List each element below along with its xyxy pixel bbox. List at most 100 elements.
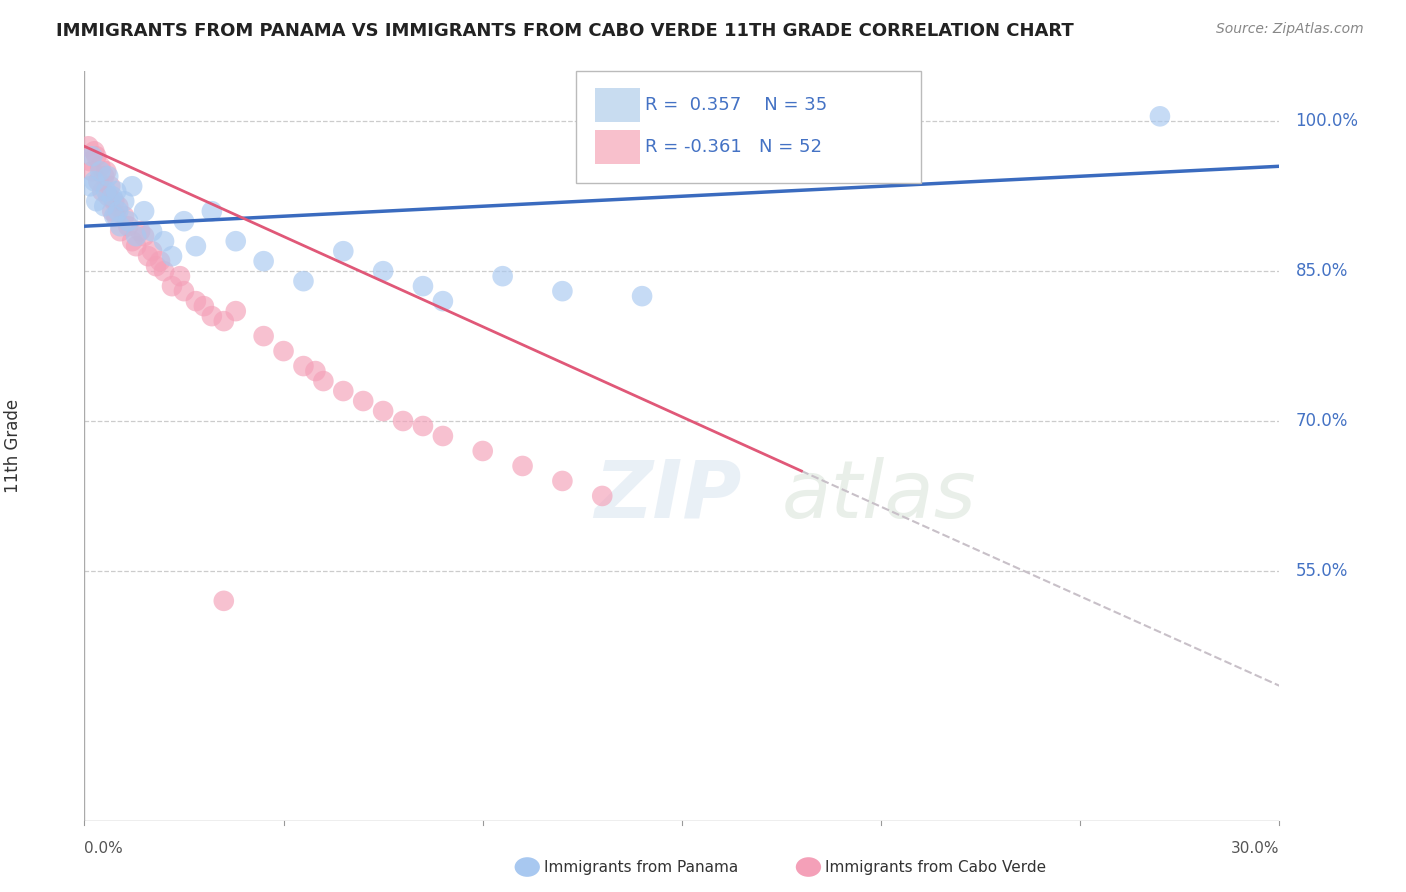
Point xyxy=(105,184,128,198)
Point xyxy=(153,234,176,248)
Point xyxy=(83,174,105,188)
Point xyxy=(149,254,172,268)
Point xyxy=(107,199,129,213)
Point xyxy=(193,299,215,313)
Text: 55.0%: 55.0% xyxy=(1295,562,1348,580)
Point xyxy=(169,269,191,284)
Point xyxy=(412,419,434,434)
Point xyxy=(471,444,494,458)
Point xyxy=(392,414,415,428)
Point xyxy=(93,169,115,184)
Point xyxy=(79,154,101,169)
Point xyxy=(551,474,574,488)
Point xyxy=(492,269,515,284)
Point xyxy=(332,384,354,398)
Point xyxy=(292,359,315,373)
Text: atlas: atlas xyxy=(782,457,976,535)
Point xyxy=(201,204,224,219)
Point xyxy=(141,224,163,238)
Point xyxy=(101,189,124,203)
Point xyxy=(173,214,195,228)
Point xyxy=(225,234,247,248)
Text: ZIP: ZIP xyxy=(595,457,742,535)
Point xyxy=(373,404,395,418)
Point xyxy=(117,219,139,234)
Point xyxy=(212,314,235,328)
Text: Source: ZipAtlas.com: Source: ZipAtlas.com xyxy=(1216,22,1364,37)
Point xyxy=(145,259,167,273)
Point xyxy=(105,209,128,223)
Point xyxy=(173,284,195,298)
Text: R = -0.361   N = 52: R = -0.361 N = 52 xyxy=(645,138,823,156)
Point xyxy=(184,239,207,253)
Point xyxy=(121,179,143,194)
Point xyxy=(631,289,654,303)
Text: Immigrants from Panama: Immigrants from Panama xyxy=(544,860,738,874)
Point xyxy=(89,164,111,178)
Text: 70.0%: 70.0% xyxy=(1295,412,1348,430)
Point xyxy=(103,209,125,223)
Point xyxy=(96,184,118,198)
Point xyxy=(77,139,100,153)
Point xyxy=(160,249,183,263)
Point xyxy=(512,458,534,473)
Point xyxy=(101,204,124,219)
Point xyxy=(132,229,156,244)
Point xyxy=(125,229,148,244)
Point xyxy=(132,204,156,219)
Point xyxy=(212,594,235,608)
Point xyxy=(129,224,152,238)
Point xyxy=(86,194,108,209)
Point xyxy=(79,179,101,194)
Point xyxy=(273,344,295,359)
Point xyxy=(91,184,114,198)
Point xyxy=(160,279,183,293)
Point xyxy=(184,294,207,309)
Text: 85.0%: 85.0% xyxy=(1295,262,1348,280)
Point xyxy=(89,159,111,173)
Point xyxy=(87,174,110,188)
Point xyxy=(136,249,159,263)
Point xyxy=(110,224,132,238)
Point xyxy=(201,309,224,323)
Text: Immigrants from Cabo Verde: Immigrants from Cabo Verde xyxy=(825,860,1046,874)
Point xyxy=(373,264,395,278)
Point xyxy=(98,179,121,194)
Point xyxy=(82,149,104,163)
Point xyxy=(432,429,454,443)
Point xyxy=(93,199,115,213)
Point xyxy=(141,244,163,259)
Point xyxy=(83,145,105,159)
Point xyxy=(110,219,132,234)
Point xyxy=(86,149,108,163)
Point xyxy=(432,294,454,309)
Point xyxy=(103,194,125,209)
Text: 100.0%: 100.0% xyxy=(1295,112,1358,130)
Point xyxy=(121,234,143,248)
Text: 0.0%: 0.0% xyxy=(84,840,124,855)
Point xyxy=(96,164,118,178)
Point xyxy=(117,214,139,228)
Text: 11th Grade: 11th Grade xyxy=(4,399,21,493)
Point xyxy=(352,394,374,409)
Point xyxy=(112,209,135,223)
Point xyxy=(97,169,120,184)
Text: IMMIGRANTS FROM PANAMA VS IMMIGRANTS FROM CABO VERDE 11TH GRADE CORRELATION CHAR: IMMIGRANTS FROM PANAMA VS IMMIGRANTS FRO… xyxy=(56,22,1074,40)
Point xyxy=(591,489,613,503)
Point xyxy=(551,284,574,298)
Point xyxy=(332,244,354,259)
Point xyxy=(153,264,176,278)
Text: 30.0%: 30.0% xyxy=(1232,840,1279,855)
Point xyxy=(125,239,148,253)
Point xyxy=(253,329,276,343)
Point xyxy=(412,279,434,293)
Point xyxy=(1149,109,1171,123)
Text: R =  0.357    N = 35: R = 0.357 N = 35 xyxy=(645,96,828,114)
Point xyxy=(253,254,276,268)
Point xyxy=(225,304,247,318)
Point xyxy=(97,189,120,203)
Point xyxy=(107,204,129,219)
Point xyxy=(112,194,135,209)
Point xyxy=(304,364,326,378)
Point xyxy=(312,374,335,388)
